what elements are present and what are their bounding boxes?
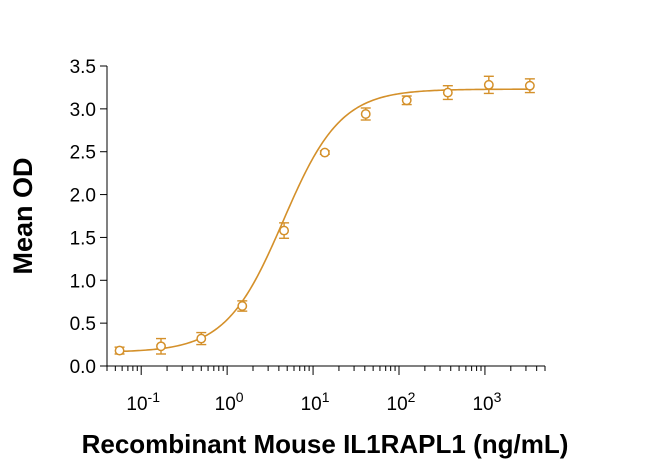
data-point bbox=[360, 107, 371, 121]
data-point bbox=[524, 78, 535, 94]
point-marker bbox=[319, 147, 330, 158]
x-tick-label: 100 bbox=[215, 389, 244, 415]
x-tick-label: 10-1 bbox=[126, 389, 160, 415]
y-tick-label: 2.5 bbox=[70, 143, 96, 164]
data-points bbox=[114, 75, 535, 356]
y-axis-title: Mean OD bbox=[8, 157, 38, 274]
data-point bbox=[196, 331, 207, 346]
y-tick-label: 3.0 bbox=[70, 100, 96, 121]
data-point bbox=[442, 85, 453, 101]
y-axis: 0.0 0.5 1.0 1.5 2.0 2.5 3.0 3.5 bbox=[70, 57, 108, 378]
y-tick-label: 1.5 bbox=[70, 228, 96, 249]
x-tick-label: 102 bbox=[387, 389, 416, 415]
data-point bbox=[237, 300, 248, 312]
data-point bbox=[279, 222, 290, 239]
point-marker bbox=[524, 80, 535, 91]
y-tick-label: 0.0 bbox=[70, 357, 96, 378]
y-tick-label: 2.0 bbox=[70, 186, 96, 207]
fit-curve bbox=[119, 88, 530, 353]
point-marker bbox=[196, 333, 207, 344]
data-point bbox=[401, 95, 412, 106]
data-point bbox=[319, 147, 330, 158]
x-tick-label: 103 bbox=[472, 389, 501, 415]
data-point bbox=[156, 337, 167, 355]
x-tick-label: 101 bbox=[301, 389, 330, 415]
point-marker bbox=[442, 87, 453, 98]
point-marker bbox=[237, 301, 248, 311]
point-marker bbox=[156, 341, 166, 352]
y-tick-label: 0.5 bbox=[70, 314, 96, 335]
y-tick-label: 1.0 bbox=[70, 271, 96, 292]
x-axis: 10-1 100 101 102 103 bbox=[106, 365, 546, 415]
point-marker bbox=[360, 109, 371, 119]
y-tick-label: 3.5 bbox=[70, 57, 96, 78]
data-point bbox=[483, 75, 494, 95]
point-marker bbox=[401, 95, 412, 106]
point-marker bbox=[483, 79, 494, 90]
x-axis-title: Recombinant Mouse IL1RAPL1 (ng/mL) bbox=[82, 429, 569, 459]
point-marker bbox=[279, 225, 290, 236]
data-point bbox=[114, 345, 125, 356]
point-marker bbox=[114, 345, 125, 356]
